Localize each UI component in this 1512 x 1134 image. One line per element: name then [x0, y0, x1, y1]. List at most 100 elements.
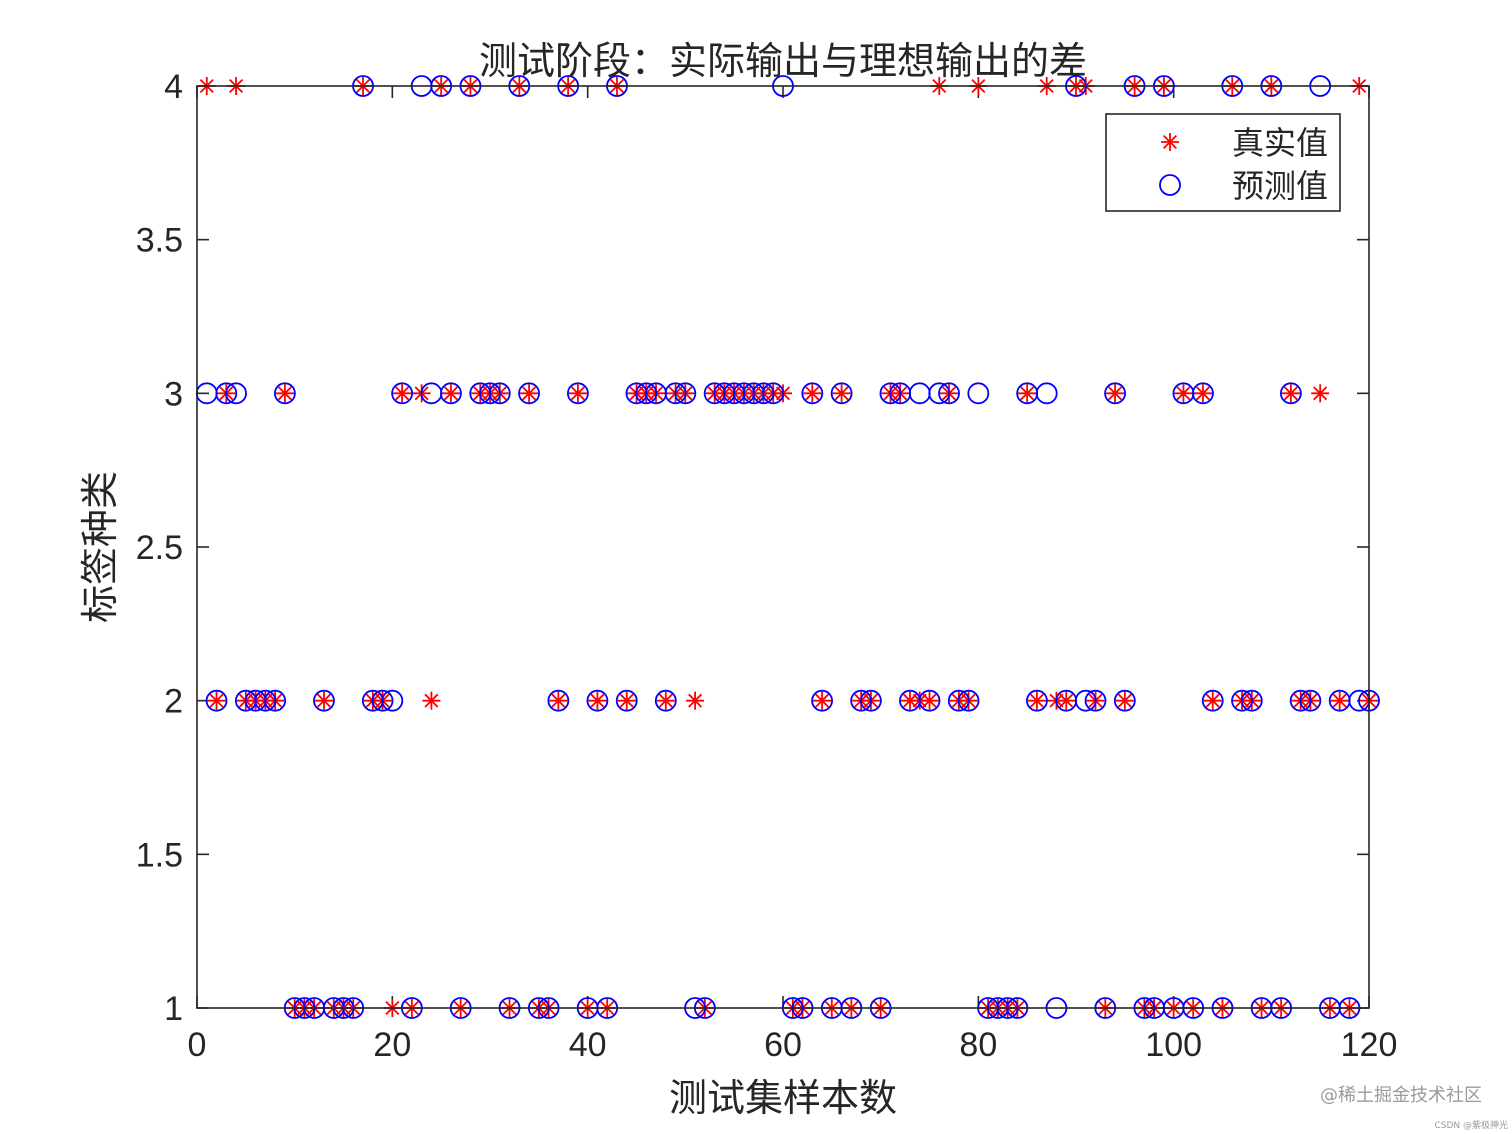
true-value-point — [656, 691, 675, 710]
predicted-value-point — [1289, 689, 1312, 712]
predicted-value-point — [215, 382, 238, 405]
predicted-value-point — [1279, 382, 1302, 405]
predicted-value-point — [664, 382, 687, 405]
legend-asterisk-icon — [1161, 133, 1179, 151]
true-value-point — [1106, 384, 1125, 403]
x-tick-label: 0 — [188, 1026, 207, 1064]
predicted-value-point — [1192, 382, 1214, 405]
true-value-point — [568, 384, 587, 403]
x-tick-label: 40 — [569, 1026, 607, 1064]
watermark-small-text: CSDN @紫极神光 — [1434, 1119, 1508, 1131]
x-axis-label: 测试集样本数 — [669, 1076, 897, 1120]
true-value-point — [1057, 691, 1076, 710]
predicted-value-point — [518, 382, 540, 405]
predicted-value-point — [264, 689, 287, 712]
legend-label-predicted: 预测值 — [1232, 167, 1328, 205]
x-tick-label: 100 — [1145, 1026, 1202, 1064]
predicted-value-point — [1084, 689, 1107, 712]
predicted-value-point — [391, 382, 414, 405]
predicted-value-point — [762, 382, 785, 405]
predicted-value-point — [1035, 382, 1058, 405]
predicted-value-point — [938, 382, 960, 405]
predicted-value-point — [273, 382, 296, 405]
predicted-value-point — [957, 689, 980, 712]
true-value-point — [617, 691, 636, 710]
legend-circle-icon — [1159, 174, 1181, 196]
predicted-value-point — [860, 689, 882, 712]
true-value-point — [920, 691, 939, 710]
predicted-value-point — [1201, 689, 1224, 712]
predicted-value-point — [479, 382, 501, 405]
legend: 真实值 预测值 — [1105, 113, 1341, 212]
y-tick-label: 3.5 — [136, 222, 183, 260]
true-value-point — [803, 384, 822, 403]
predicted-value-point — [440, 382, 462, 405]
predicted-value-point — [1074, 689, 1097, 712]
predicted-value-point — [205, 689, 228, 712]
predicted-value-point — [674, 382, 697, 405]
predicted-value-point — [654, 689, 677, 712]
predicted-value-point — [918, 689, 941, 712]
predicted-value-point — [488, 382, 511, 405]
predicted-value-point — [967, 382, 990, 405]
true-value-point — [813, 691, 832, 710]
true-value-point — [588, 691, 607, 710]
y-tick-label: 1 — [164, 990, 183, 1028]
true-value-point — [1203, 691, 1222, 710]
true-value-point — [1330, 691, 1349, 710]
y-axis-label: 标签种类 — [78, 471, 122, 623]
y-tick-label: 2.5 — [136, 529, 183, 567]
true-value-point — [549, 691, 568, 710]
y-tick-label: 3 — [164, 375, 183, 413]
watermark-text: @稀土掘金技术社区 — [1320, 1085, 1482, 1106]
legend-marker-predicted — [1159, 174, 1181, 196]
true-value-point — [1311, 384, 1330, 403]
predicted-value-point — [1104, 382, 1126, 405]
predicted-value-point — [615, 689, 638, 712]
axes-box — [196, 85, 1370, 1009]
predicted-value-point — [879, 382, 902, 405]
true-value-point — [1018, 384, 1037, 403]
true-value-point — [393, 384, 412, 403]
predicted-value-point — [801, 382, 824, 405]
true-value-point — [1115, 691, 1134, 710]
predicted-value-point — [586, 689, 609, 712]
true-value-point — [207, 691, 226, 710]
predicted-value-point — [371, 689, 394, 712]
chart-title: 测试阶段：实际输出与理想输出的差 — [479, 39, 1087, 83]
true-value-point — [441, 384, 460, 403]
y-tick-label: 4 — [164, 68, 183, 106]
predicted-value-point — [1240, 689, 1263, 712]
true-value-point — [1281, 384, 1300, 403]
predicted-value-point — [313, 689, 335, 712]
predicted-value-point — [635, 382, 658, 405]
predicted-value-point — [225, 382, 247, 405]
axis-tick-labels: 0 20 40 60 80 100 120 1 1.5 2 2.5 3 3.5 4 — [136, 68, 1398, 1064]
true-value-point — [1174, 384, 1193, 403]
x-tick-label: 120 — [1341, 1026, 1398, 1064]
predicted-value-point — [547, 689, 570, 712]
true-value-point — [686, 691, 705, 710]
legend-box — [1105, 113, 1341, 212]
true-value-point — [422, 691, 441, 710]
legend-label-true: 真实值 — [1232, 124, 1328, 162]
predicted-value-point — [1113, 689, 1136, 712]
predicted-value-point — [381, 689, 404, 712]
x-tick-label: 20 — [373, 1026, 411, 1064]
plot-area — [197, 86, 1369, 1008]
x-tick-label: 60 — [764, 1026, 802, 1064]
legend-marker-true — [1161, 133, 1179, 151]
predicted-value-point — [811, 689, 833, 712]
true-value-point — [520, 384, 539, 403]
predicted-value-point — [254, 689, 277, 712]
y-tick-label: 2 — [164, 683, 183, 721]
true-value-point — [314, 691, 333, 710]
predicted-value-point — [928, 382, 951, 405]
true-value-point — [1193, 384, 1212, 403]
predicted-value-point — [752, 382, 775, 405]
true-value-point — [832, 384, 851, 403]
predicted-value-point — [850, 689, 873, 712]
y-tick-label: 1.5 — [136, 836, 183, 874]
true-value-point — [1027, 691, 1046, 710]
